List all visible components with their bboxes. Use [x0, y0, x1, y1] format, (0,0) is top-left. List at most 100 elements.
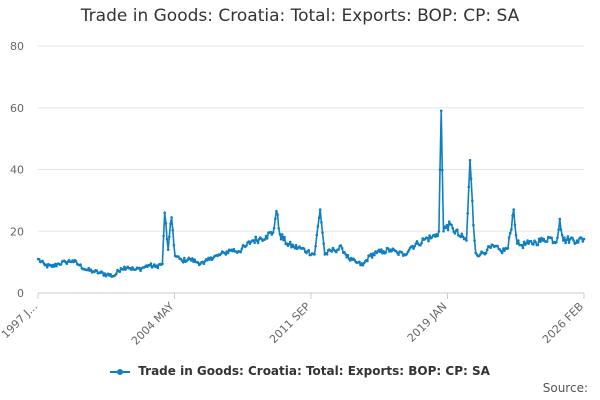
- data-point[interactable]: [532, 243, 535, 246]
- data-point[interactable]: [558, 217, 562, 221]
- data-point[interactable]: [203, 260, 207, 263]
- data-point[interactable]: [412, 247, 415, 250]
- data-point[interactable]: [209, 256, 213, 259]
- data-point[interactable]: [302, 247, 306, 250]
- data-point[interactable]: [437, 230, 441, 233]
- data-point[interactable]: [245, 244, 248, 247]
- data-point[interactable]: [192, 260, 195, 264]
- data-point[interactable]: [248, 242, 252, 246]
- data-point[interactable]: [545, 240, 549, 243]
- data-point[interactable]: [264, 234, 268, 238]
- data-point[interactable]: [247, 240, 251, 243]
- data-point[interactable]: [278, 233, 282, 236]
- data-point[interactable]: [559, 228, 563, 232]
- data-point[interactable]: [502, 247, 505, 250]
- data-point[interactable]: [537, 237, 541, 241]
- data-point[interactable]: [121, 268, 125, 271]
- data-point[interactable]: [52, 265, 56, 268]
- data-point[interactable]: [224, 253, 228, 256]
- data-point[interactable]: [290, 246, 293, 249]
- data-point[interactable]: [447, 220, 451, 223]
- data-point[interactable]: [428, 234, 431, 237]
- data-point[interactable]: [529, 239, 533, 243]
- data-point[interactable]: [500, 251, 504, 255]
- data-point[interactable]: [170, 216, 173, 219]
- data-point[interactable]: [382, 250, 385, 253]
- data-point[interactable]: [346, 253, 350, 257]
- data-point[interactable]: [540, 236, 543, 240]
- data-point[interactable]: [484, 251, 488, 255]
- data-point[interactable]: [196, 261, 200, 265]
- data-point[interactable]: [149, 262, 153, 265]
- data-point[interactable]: [420, 241, 423, 245]
- data-point[interactable]: [294, 243, 298, 247]
- data-point[interactable]: [414, 242, 418, 246]
- data-point[interactable]: [517, 239, 520, 242]
- data-point[interactable]: [415, 240, 419, 243]
- data-point[interactable]: [345, 255, 349, 259]
- data-point[interactable]: [563, 236, 566, 239]
- data-point[interactable]: [496, 244, 499, 248]
- data-point[interactable]: [164, 222, 168, 225]
- data-point[interactable]: [485, 248, 489, 252]
- data-point[interactable]: [520, 243, 524, 247]
- data-point[interactable]: [101, 271, 104, 274]
- data-point[interactable]: [109, 273, 112, 276]
- data-point[interactable]: [521, 246, 525, 250]
- data-point[interactable]: [321, 231, 324, 234]
- data-point[interactable]: [396, 251, 399, 255]
- data-point[interactable]: [366, 259, 369, 263]
- data-point[interactable]: [361, 263, 365, 267]
- data-point[interactable]: [582, 237, 586, 241]
- data-point[interactable]: [181, 261, 185, 264]
- data-point[interactable]: [456, 228, 459, 231]
- data-point[interactable]: [314, 245, 317, 248]
- data-point[interactable]: [525, 241, 528, 245]
- data-point[interactable]: [419, 244, 422, 247]
- data-point[interactable]: [413, 245, 417, 248]
- data-point[interactable]: [473, 239, 476, 242]
- data-point[interactable]: [59, 263, 63, 266]
- data-point[interactable]: [581, 240, 585, 243]
- data-point[interactable]: [165, 237, 169, 241]
- data-point[interactable]: [344, 253, 347, 256]
- data-point[interactable]: [313, 253, 316, 256]
- data-point[interactable]: [272, 226, 276, 230]
- data-point[interactable]: [115, 272, 118, 276]
- data-point[interactable]: [208, 258, 211, 261]
- data-point[interactable]: [44, 263, 48, 267]
- data-point[interactable]: [509, 231, 512, 235]
- data-point[interactable]: [400, 251, 404, 254]
- data-point[interactable]: [574, 241, 578, 245]
- data-point[interactable]: [162, 234, 165, 238]
- data-point[interactable]: [172, 243, 176, 247]
- data-point[interactable]: [436, 234, 440, 238]
- data-point[interactable]: [534, 240, 537, 244]
- data-point[interactable]: [566, 235, 570, 238]
- data-point[interactable]: [263, 238, 267, 241]
- data-point[interactable]: [191, 257, 194, 260]
- data-point[interactable]: [240, 247, 244, 250]
- data-point[interactable]: [441, 168, 444, 172]
- data-point[interactable]: [556, 236, 559, 239]
- data-point[interactable]: [202, 262, 206, 266]
- data-point[interactable]: [378, 250, 382, 254]
- data-point[interactable]: [171, 229, 175, 232]
- data-point[interactable]: [465, 239, 468, 242]
- data-point[interactable]: [510, 228, 513, 231]
- data-point[interactable]: [434, 235, 437, 238]
- data-point[interactable]: [405, 252, 408, 256]
- data-point[interactable]: [380, 248, 383, 251]
- data-point[interactable]: [89, 268, 93, 272]
- data-point[interactable]: [153, 263, 156, 266]
- data-point[interactable]: [189, 259, 193, 262]
- data-point[interactable]: [155, 264, 158, 268]
- data-point[interactable]: [522, 240, 526, 244]
- data-point[interactable]: [340, 246, 344, 250]
- data-point[interactable]: [293, 246, 297, 250]
- data-point[interactable]: [377, 248, 381, 252]
- data-point[interactable]: [177, 255, 180, 258]
- data-point[interactable]: [168, 235, 171, 239]
- data-point[interactable]: [511, 214, 514, 217]
- data-point[interactable]: [65, 262, 69, 266]
